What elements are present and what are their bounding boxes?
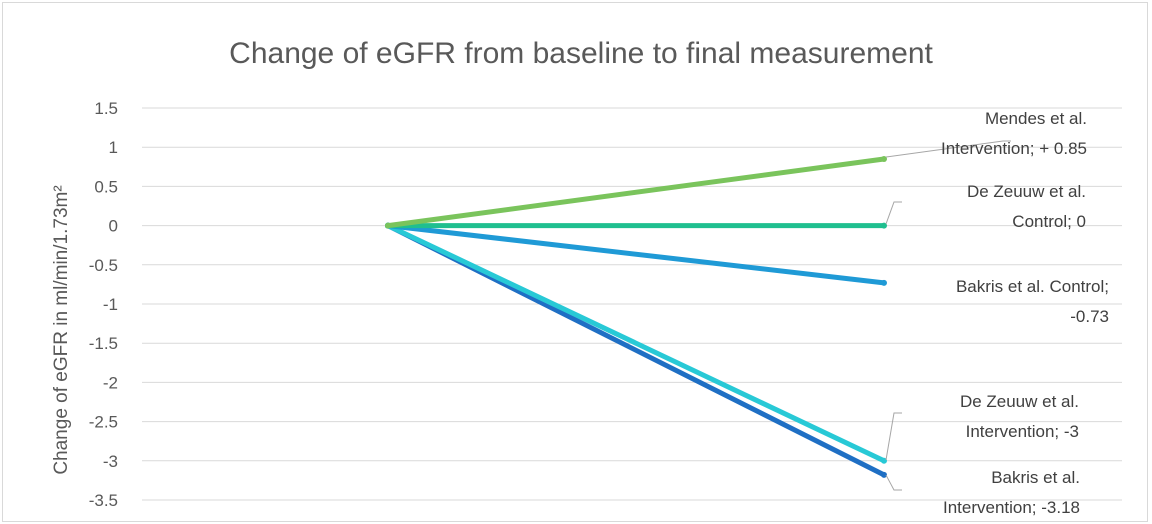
y-tick-label: -3 bbox=[103, 452, 118, 471]
data-point bbox=[881, 457, 887, 464]
series-line bbox=[385, 223, 887, 464]
data-point bbox=[881, 222, 887, 229]
data-point bbox=[385, 222, 391, 229]
chart-title: Change of eGFR from baseline to final me… bbox=[229, 37, 933, 70]
data-point bbox=[881, 471, 887, 478]
data-label: Bakris et al. bbox=[991, 468, 1080, 487]
data-label: Intervention; -3 bbox=[966, 422, 1079, 441]
y-tick-label: -1.5 bbox=[89, 334, 118, 353]
data-label: Intervention; + 0.85 bbox=[941, 139, 1087, 158]
data-point bbox=[881, 155, 887, 162]
y-tick-label: -0.5 bbox=[89, 256, 118, 275]
data-label: De Zeuuw et al. bbox=[960, 392, 1079, 411]
series-lines bbox=[385, 155, 887, 478]
data-label: -0.73 bbox=[1070, 307, 1109, 326]
data-label: Mendes et al. bbox=[985, 109, 1087, 128]
data-labels: Mendes et al. Intervention; + 0.85 De Zeuu… bbox=[885, 109, 1109, 517]
y-tick-label: 0 bbox=[109, 217, 118, 236]
data-label: Control; 0 bbox=[1012, 212, 1086, 231]
data-point bbox=[881, 279, 887, 286]
label-leader-line bbox=[885, 474, 902, 491]
data-label: Bakris et al. Control; bbox=[956, 277, 1109, 296]
y-tick-label: -3.5 bbox=[89, 491, 118, 510]
y-tick-label: -2 bbox=[103, 373, 118, 392]
label-leader-line bbox=[885, 140, 1011, 158]
y-tick-label: -2.5 bbox=[89, 413, 118, 432]
y-axis-label: Change of eGFR in ml/min/1.73m² bbox=[51, 185, 72, 474]
y-tick-labels: 1.5 1 0.5 0 -0.5 -1 -1.5 -2 -2.5 -3 -3.5 bbox=[89, 99, 118, 510]
y-tick-label: 1 bbox=[109, 138, 118, 157]
gridlines bbox=[142, 107, 1122, 501]
series-line bbox=[385, 223, 887, 286]
y-tick-label: 1.5 bbox=[94, 99, 118, 118]
label-leader-line bbox=[885, 412, 902, 461]
data-label: De Zeuuw et al. bbox=[967, 182, 1086, 201]
label-leader-line bbox=[885, 201, 902, 225]
series-line bbox=[385, 156, 887, 229]
data-label: Intervention; -3.18 bbox=[943, 498, 1080, 517]
y-tick-label: -1 bbox=[103, 295, 118, 314]
y-tick-label: 0.5 bbox=[94, 177, 118, 196]
